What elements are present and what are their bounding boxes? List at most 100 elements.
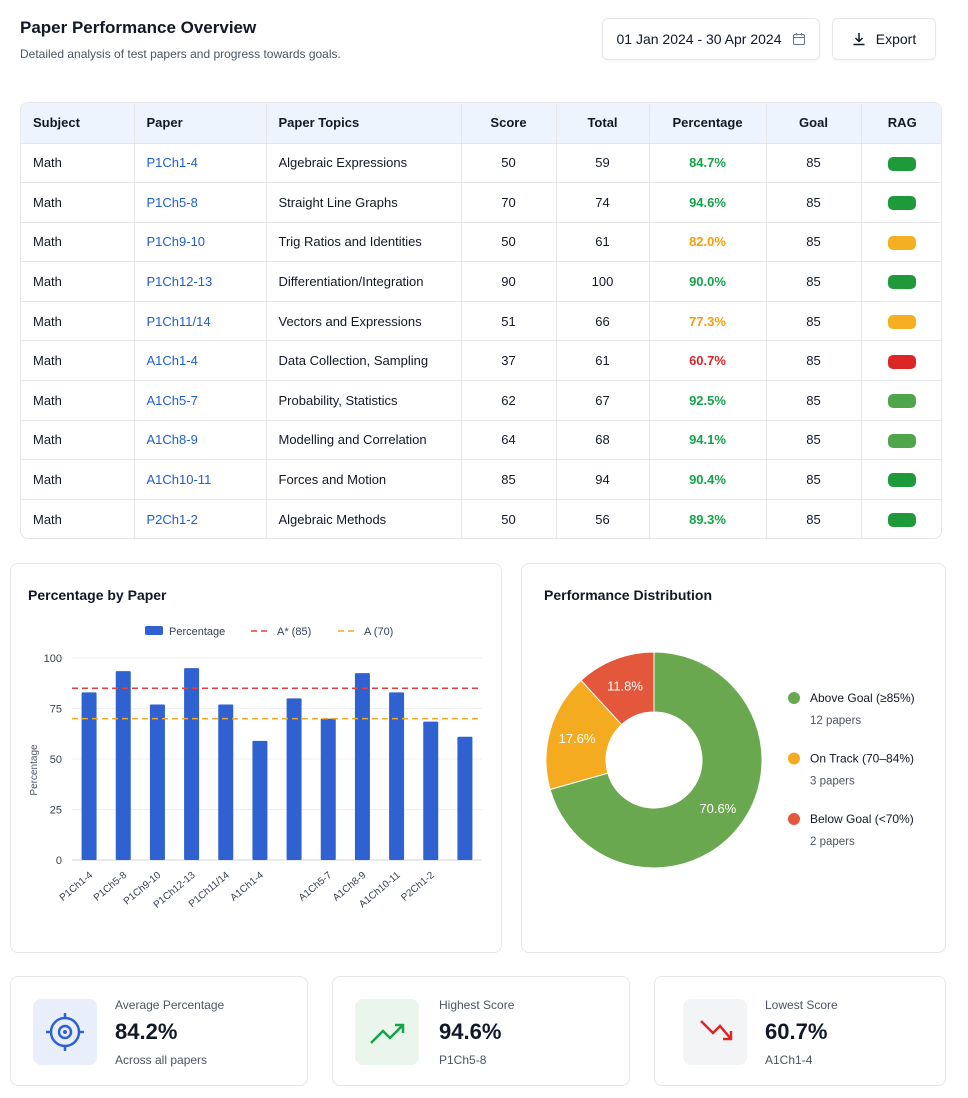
column-header: Paper	[134, 103, 267, 144]
table-cell: Differentiation/Integration	[266, 261, 462, 302]
table-cell	[861, 143, 941, 184]
table-cell: 61	[556, 340, 650, 382]
trend-up-icon	[370, 1023, 405, 1044]
stat-value: 60.7%	[765, 1019, 828, 1044]
rag-indicator	[888, 433, 917, 448]
stat-card: Lowest Score 60.7% A1Ch1-4	[654, 976, 946, 1086]
stat-label: Average Percentage	[115, 998, 225, 1012]
table-cell: Probability, Statistics	[266, 380, 462, 421]
paper-link: P2Ch1-2	[134, 499, 267, 538]
table-cell: Math	[21, 222, 135, 263]
bar-chart-card	[10, 563, 502, 953]
table-cell: 66	[556, 301, 650, 342]
table-cell	[861, 301, 941, 342]
table-cell: 90	[461, 261, 557, 302]
table-cell: Math	[21, 459, 135, 500]
table-cell	[861, 420, 941, 461]
export-button[interactable]: Export	[832, 18, 936, 60]
page-title: Paper Performance Overview	[20, 18, 257, 37]
table-row: Math A1Ch1-4 Data Collection, Sampling 37 61…	[21, 340, 941, 382]
stat-label: Highest Score	[439, 998, 515, 1012]
paper-link: A1Ch5-7	[134, 380, 267, 421]
paper-link: P1Ch12-13	[134, 261, 267, 302]
table-row: Math P1Ch11/14 Vectors and Expressions 51 66…	[21, 301, 941, 342]
table-cell: Math	[21, 261, 135, 302]
table-cell: 94	[556, 459, 650, 500]
export-label: Export	[875, 31, 917, 47]
table-cell: 85	[766, 261, 862, 302]
stat-label: Lowest Score	[765, 998, 838, 1012]
table-cell: Math	[21, 380, 135, 421]
table-cell: 70	[461, 182, 557, 223]
target-icon	[46, 1013, 84, 1051]
stat-icon	[33, 999, 97, 1065]
table-cell: 85	[461, 459, 557, 500]
rag-indicator	[888, 394, 917, 409]
table-cell: 68	[556, 420, 650, 461]
table-cell: 64	[461, 420, 557, 461]
table-cell: 85	[766, 340, 862, 382]
table-cell: Data Collection, Sampling	[266, 340, 462, 382]
column-header: Score	[461, 103, 557, 144]
column-header: Goal	[766, 103, 862, 144]
rag-indicator	[888, 314, 917, 329]
table-cell: 82.0%	[649, 222, 767, 263]
table-cell: 90.0%	[649, 261, 767, 302]
rag-indicator	[888, 473, 917, 488]
table-cell: 50	[461, 143, 557, 184]
paper-link: P1Ch9-10	[134, 222, 267, 263]
table-cell: 85	[766, 182, 862, 223]
table-cell: 94.6%	[649, 182, 767, 223]
table-cell: 50	[461, 499, 557, 538]
rag-indicator	[888, 275, 917, 290]
table-cell: Vectors and Expressions	[266, 301, 462, 342]
table-cell: 85	[766, 301, 862, 342]
stat-note: P1Ch5-8	[439, 1053, 487, 1067]
table-cell: 90.4%	[649, 459, 767, 500]
table-row: Math A1Ch8-9 Modelling and Correlation 64 68…	[21, 420, 941, 461]
donut-chart-card	[521, 563, 946, 953]
download-icon	[853, 33, 865, 46]
table-cell: 100	[556, 261, 650, 302]
paper-table: Subject Paper Paper Topics Score Total Percen…	[21, 103, 941, 538]
paper-link: P1Ch11/14	[134, 301, 267, 342]
table-cell: Forces and Motion	[266, 459, 462, 500]
table-row: Math P1Ch9-10 Trig Ratios and Identities 50…	[21, 222, 941, 263]
table-cell: 62	[461, 380, 557, 421]
date-range: 01 Jan 2024 - 30 Apr 2024	[616, 31, 782, 47]
table-cell: 85	[766, 380, 862, 421]
rag-indicator	[888, 354, 917, 369]
date-range-button[interactable]: 01 Jan 2024 - 30 Apr 2024	[602, 18, 820, 60]
table-cell	[861, 380, 941, 421]
table-cell: 56	[556, 499, 650, 538]
column-header: Paper Topics	[266, 103, 462, 144]
table-cell: Math	[21, 499, 135, 538]
rag-indicator	[888, 513, 917, 528]
column-header: Percentage	[649, 103, 767, 144]
column-header: Total	[556, 103, 650, 144]
table-cell: 92.5%	[649, 380, 767, 421]
rag-indicator	[888, 235, 917, 250]
table-cell: 85	[766, 222, 862, 263]
column-header: RAG	[861, 103, 941, 144]
calendar-icon	[792, 33, 805, 45]
table-cell	[861, 499, 941, 538]
table-card: Subject Paper Paper Topics Score Total Percen…	[20, 102, 942, 539]
stat-note: Across all papers	[115, 1053, 208, 1067]
table-cell: 37	[461, 340, 557, 382]
rag-indicator	[888, 196, 917, 211]
table-cell: 85	[766, 499, 862, 538]
table-cell: 94.1%	[649, 420, 767, 461]
stat-value: 94.6%	[439, 1019, 502, 1044]
table-cell: 89.3%	[649, 499, 767, 538]
table-cell: Math	[21, 340, 135, 382]
table-cell: Math	[21, 143, 135, 184]
table-cell	[861, 222, 941, 263]
table-cell: Math	[21, 301, 135, 342]
table-cell: Modelling and Correlation	[266, 420, 462, 461]
table-row: Math P2Ch1-2 Algebraic Methods 50 56 89.3% 85	[21, 499, 941, 538]
table-cell: 74	[556, 182, 650, 223]
table-cell: 61	[556, 222, 650, 263]
table-cell: Algebraic Methods	[266, 499, 462, 538]
